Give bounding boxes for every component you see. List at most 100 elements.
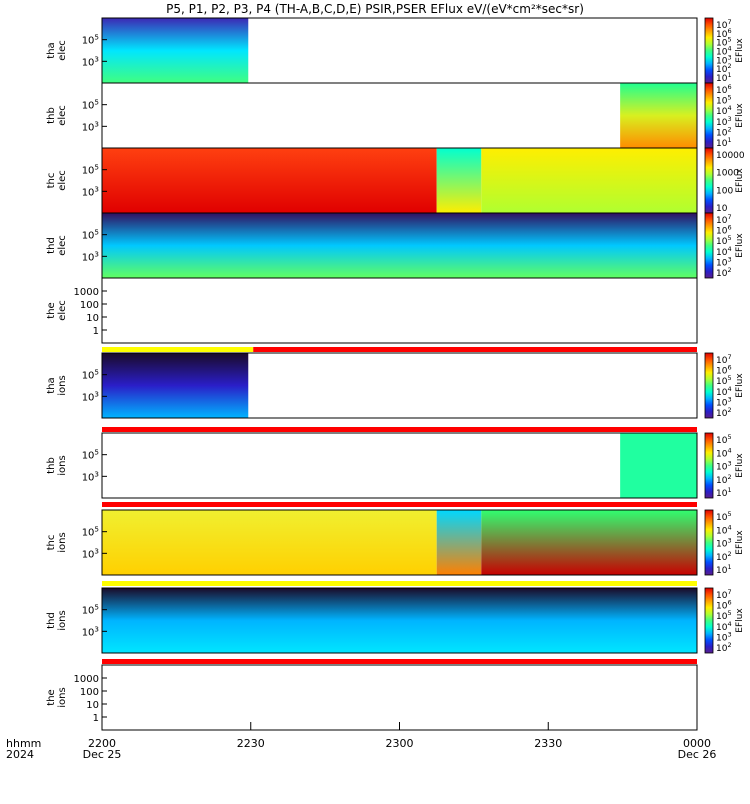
colorbar-tick-label: 105 bbox=[716, 234, 732, 247]
panel-the-ions: 1 10 100 1000 theions bbox=[46, 664, 698, 731]
colorbar-tick-label: 106 bbox=[716, 83, 732, 96]
colorbar bbox=[704, 147, 714, 214]
probe-label: tha bbox=[46, 377, 57, 393]
species-label: ions bbox=[57, 375, 68, 395]
probe-label: thb bbox=[46, 107, 57, 124]
y-tick-label: 10 bbox=[86, 313, 99, 324]
colorbar-tick-label: 106 bbox=[716, 224, 732, 237]
spectrogram-segment bbox=[481, 148, 697, 213]
time-year-label: 2024 bbox=[6, 748, 34, 761]
panel-thc-elec: 103 105 thcelec 10000 1000 100 10 EFlux bbox=[46, 147, 745, 214]
spectrogram-fill bbox=[620, 83, 697, 148]
species-label: ions bbox=[57, 687, 68, 707]
spectrogram-fill bbox=[102, 213, 697, 278]
spectrogram-fill bbox=[620, 433, 697, 498]
colorbar-title: EFlux bbox=[735, 233, 745, 258]
panel-ylabel: thbions bbox=[46, 455, 68, 475]
colorbar-tick-label: 104 bbox=[716, 385, 732, 398]
status-bar-segment bbox=[102, 427, 697, 432]
spectrogram-segment bbox=[102, 510, 437, 575]
panels: 103105thaelec107106105104103102101EFlux1… bbox=[46, 17, 745, 731]
colorbar-tick-label: 101 bbox=[716, 563, 732, 576]
spectrogram-fill bbox=[102, 18, 249, 83]
colorbar-tick-label: 102 bbox=[716, 473, 732, 486]
colorbar-title: EFlux bbox=[735, 168, 745, 193]
panel-frame bbox=[101, 352, 698, 419]
colorbar-tick-label: 102 bbox=[716, 266, 732, 279]
status-bars bbox=[102, 347, 697, 664]
probe-label: the bbox=[46, 302, 57, 318]
panel-ylabel: thcions bbox=[46, 532, 68, 552]
spectrogram-segment bbox=[436, 510, 482, 575]
colorbar-tick-label: 106 bbox=[716, 364, 732, 377]
colorbar-tick-label: 102 bbox=[716, 125, 732, 138]
colorbar bbox=[704, 352, 714, 419]
colorbar-tick-label: 105 bbox=[716, 374, 732, 387]
y-tick-label: 103 bbox=[82, 624, 99, 638]
colorbar-title: EFlux bbox=[735, 453, 745, 478]
colorbar-tick-label: 102 bbox=[716, 406, 732, 419]
panel-ylabel: thaions bbox=[46, 375, 68, 395]
panel-ylabel: thbelec bbox=[46, 105, 68, 126]
spectrogram-segment bbox=[102, 148, 437, 213]
colorbar-title: EFlux bbox=[735, 373, 745, 398]
probe-label: thd bbox=[46, 612, 57, 629]
y-tick-label: 105 bbox=[82, 603, 99, 617]
panel-ylabel: thaelec bbox=[46, 40, 68, 61]
colorbar-tick-label: 107 bbox=[716, 588, 732, 601]
colorbar-tick-label: 101 bbox=[716, 136, 732, 149]
colorbar-tick-label: 107 bbox=[716, 213, 732, 226]
colorbar-title: EFlux bbox=[735, 38, 745, 63]
panel-ylabel: thdions bbox=[46, 610, 68, 630]
time-tick-label: 2330 bbox=[534, 737, 562, 750]
species-label: ions bbox=[57, 455, 68, 475]
status-bar-segment bbox=[253, 347, 697, 352]
colorbar-tick-label: 104 bbox=[716, 620, 732, 633]
panel-frame bbox=[101, 82, 698, 149]
colorbar-tick-label: 104 bbox=[716, 104, 732, 117]
y-tick-label: 105 bbox=[82, 98, 99, 112]
y-tick-label: 1000 bbox=[74, 674, 99, 685]
y-tick-label: 10 bbox=[86, 700, 99, 711]
colorbar-tick-label: 106 bbox=[716, 599, 732, 612]
y-tick-label: 105 bbox=[82, 33, 99, 47]
panel-ylabel: thcelec bbox=[46, 170, 68, 191]
colorbar bbox=[704, 212, 714, 279]
panel-frame bbox=[101, 509, 698, 576]
colorbar bbox=[704, 432, 714, 499]
species-label: elec bbox=[57, 170, 68, 191]
y-tick-label: 1 bbox=[93, 713, 99, 724]
probe-label: thc bbox=[46, 535, 57, 551]
colorbar-tick-label: 104 bbox=[716, 245, 732, 258]
colorbar-tick-label: 104 bbox=[716, 446, 732, 459]
y-tick-label: 105 bbox=[82, 228, 99, 242]
probe-label: thb bbox=[46, 457, 57, 474]
panel-frame bbox=[101, 587, 698, 654]
panel-the-elec: 1 10 100 1000 theelec bbox=[46, 277, 698, 344]
colorbar-tick-label: 107 bbox=[716, 18, 732, 31]
species-label: ions bbox=[57, 610, 68, 630]
colorbar bbox=[704, 82, 714, 149]
status-bar-segment bbox=[102, 659, 697, 664]
y-tick-label: 103 bbox=[82, 469, 99, 483]
colorbar-tick-label: 100 bbox=[716, 186, 733, 196]
y-tick-label: 100 bbox=[80, 300, 99, 311]
colorbar-tick-label: 103 bbox=[716, 255, 732, 268]
spectrogram-fill bbox=[102, 353, 249, 418]
colorbar-tick-label: 105 bbox=[716, 510, 732, 523]
spectrogram-segment bbox=[436, 148, 482, 213]
colorbar bbox=[704, 509, 714, 576]
time-row-label: hhmm bbox=[6, 737, 41, 750]
colorbar-tick-label: 105 bbox=[716, 433, 732, 446]
colorbar-tick-label: 107 bbox=[716, 353, 732, 366]
colorbar-tick-label: 103 bbox=[716, 53, 732, 66]
